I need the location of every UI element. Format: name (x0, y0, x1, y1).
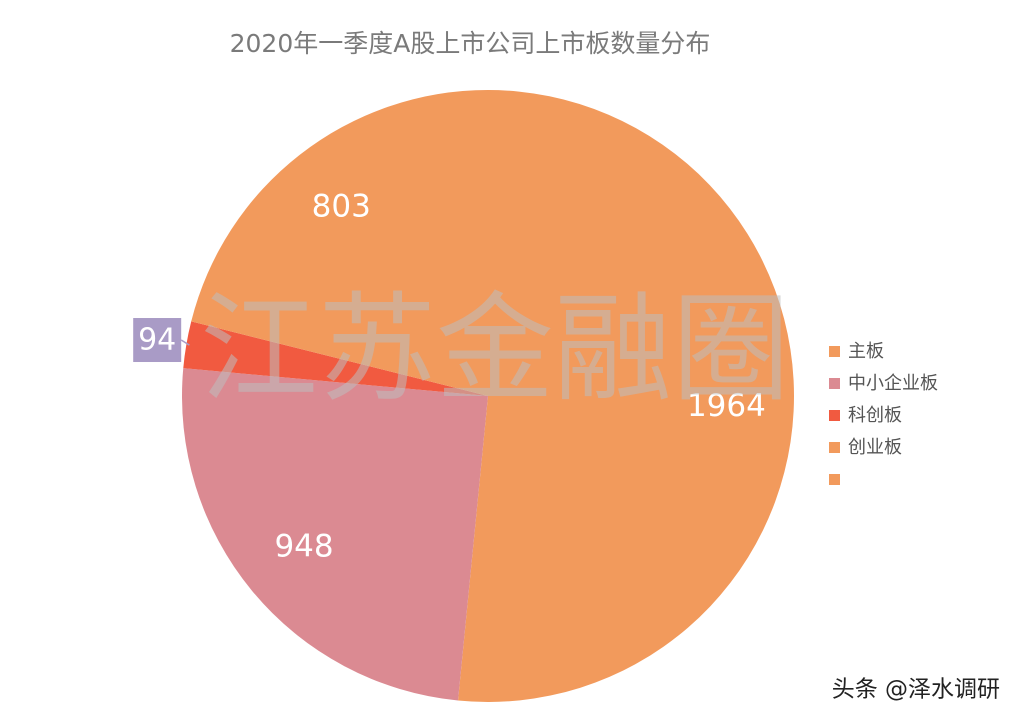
data-label: 1964 (687, 388, 766, 424)
pie-slice (191, 90, 488, 396)
legend-label: 科创板 (848, 405, 902, 426)
label-leader (180, 339, 190, 346)
data-label: 803 (312, 188, 371, 224)
legend-swatch (829, 410, 840, 421)
legend-label: 中小企业板 (848, 373, 938, 394)
legend-label: 创业板 (848, 437, 902, 458)
legend-swatch (829, 346, 840, 357)
footer: 头条 @泽水调研 (832, 677, 1000, 703)
legend-swatch-empty (829, 474, 840, 485)
data-label: 948 (274, 529, 333, 565)
watermark: 江苏金融圈 (200, 280, 790, 418)
legend-swatch (829, 442, 840, 453)
data-label: 94 (138, 323, 176, 358)
legend-swatch (829, 378, 840, 389)
pie-slice (182, 368, 488, 701)
legend-label: 主板 (848, 341, 884, 362)
pie-slice (458, 90, 795, 702)
pie: 1964 948 94 803 (133, 90, 795, 702)
label-box (133, 318, 182, 363)
pie-slice (183, 321, 489, 396)
chart-title: 2020年一季度A股上市公司上市板数量分布 (230, 29, 711, 58)
